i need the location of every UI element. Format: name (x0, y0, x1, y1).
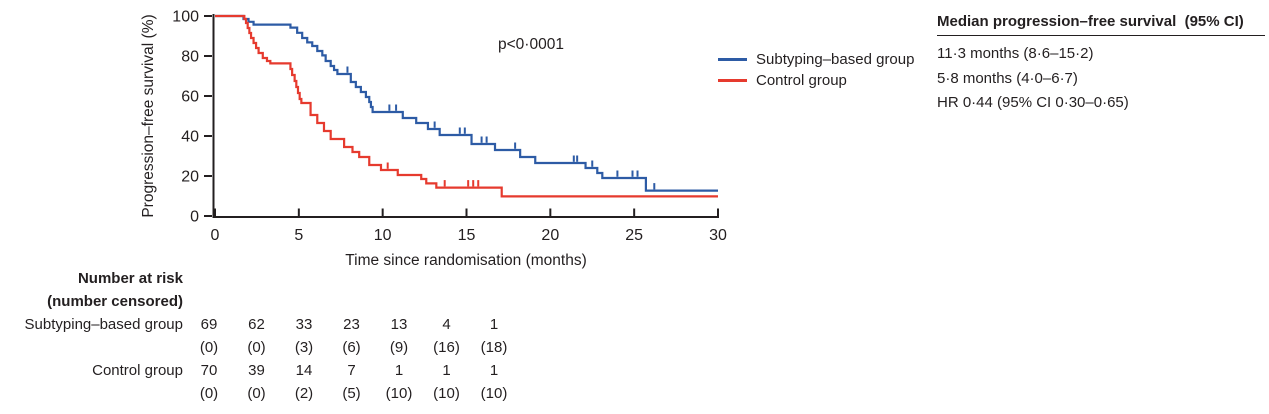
x-tick-label: 30 (709, 227, 727, 244)
at-risk-value: 70 (200, 362, 218, 379)
km-curve-subtyping (215, 14, 718, 192)
median-survival-subtyping: 11·3 months (8·6–15·2) (937, 45, 1094, 62)
legend-label: Control group (756, 72, 847, 89)
censored-value: (6) (342, 339, 361, 356)
legend-line-swatch-red (718, 79, 747, 82)
at-risk-value: 7 (347, 362, 356, 379)
y-tick-label: 0 (190, 209, 199, 226)
legend-item-control: Control group (718, 70, 914, 91)
censored-value: (0) (247, 339, 266, 356)
x-tick-label: 20 (541, 227, 559, 244)
y-tick-label: 100 (172, 9, 199, 26)
censored-value: (3) (294, 339, 314, 356)
censored-value: (10) (480, 385, 508, 402)
p-value-annotation: p<0·0001 (498, 36, 564, 53)
x-tick-label: 0 (211, 227, 220, 244)
at-risk-value: 13 (390, 316, 408, 333)
hazard-ratio: HR 0·44 (95% CI 0·30–0·65) (937, 94, 1129, 111)
legend-item-subtyping: Subtyping–based group (718, 49, 914, 70)
at-risk-value: 1 (394, 362, 404, 379)
x-tick-label: 10 (374, 227, 392, 244)
median-survival-header: Median progression–free survival (95% CI… (937, 13, 1265, 36)
censored-value: (2) (294, 385, 314, 402)
x-axis-title: Time since randomisation (months) (345, 252, 587, 269)
at-risk-value: 4 (442, 316, 451, 333)
y-tick-label: 60 (181, 89, 199, 106)
at-risk-value: 1 (442, 362, 451, 379)
median-survival-control: 5·8 months (4·0–6·7) (937, 69, 1078, 87)
censored-value: (0) (199, 385, 219, 402)
y-tick-label: 80 (181, 49, 199, 66)
censored-value: (18) (480, 339, 508, 356)
censored-value: (9) (389, 339, 409, 356)
at-risk-value: 69 (200, 316, 218, 333)
risk-table-title-line1: Number at risk (77, 270, 183, 287)
y-axis-title: Progression–free survival (%) (140, 14, 157, 218)
y-tick-label: 40 (181, 129, 199, 146)
x-tick-label: 5 (294, 227, 303, 244)
censored-value: (0) (199, 339, 219, 356)
censored-value: (0) (247, 385, 266, 402)
censored-value: (16) (433, 339, 460, 356)
censored-value: (5) (342, 385, 361, 402)
censored-value: (10) (433, 385, 460, 402)
legend-label: Subtyping–based group (756, 51, 915, 68)
x-tick-label: 15 (458, 227, 476, 244)
median-survival-panel: Median progression–free survival (95% CI… (937, 13, 1265, 116)
at-risk-value: 23 (343, 316, 360, 333)
censored-value: (10) (385, 385, 413, 402)
risk-table-title-line2: (number censored) (47, 293, 183, 310)
at-risk-value: 14 (295, 362, 313, 379)
risk-row-label: Subtyping–based group (24, 316, 183, 333)
x-tick-label: 25 (625, 227, 643, 244)
km-curve-control (215, 14, 718, 198)
at-risk-value: 62 (248, 316, 265, 333)
at-risk-value: 1 (489, 362, 499, 379)
km-plot-canvas: 0 20 40 60 80 100 0 5 10 15 20 25 30 (172, 9, 727, 245)
legend: Subtyping–based group Control group (718, 49, 914, 91)
y-tick-label: 20 (181, 169, 199, 186)
legend-line-swatch-blue (718, 58, 747, 61)
at-risk-value: 39 (248, 362, 265, 379)
risk-row-label: Control group (92, 362, 183, 379)
median-survival-rows: 11·3 months (8·6–15·2) 5·8 months (4·0–6… (937, 42, 1265, 116)
at-risk-value: 1 (489, 316, 499, 333)
at-risk-value: 33 (295, 316, 313, 333)
